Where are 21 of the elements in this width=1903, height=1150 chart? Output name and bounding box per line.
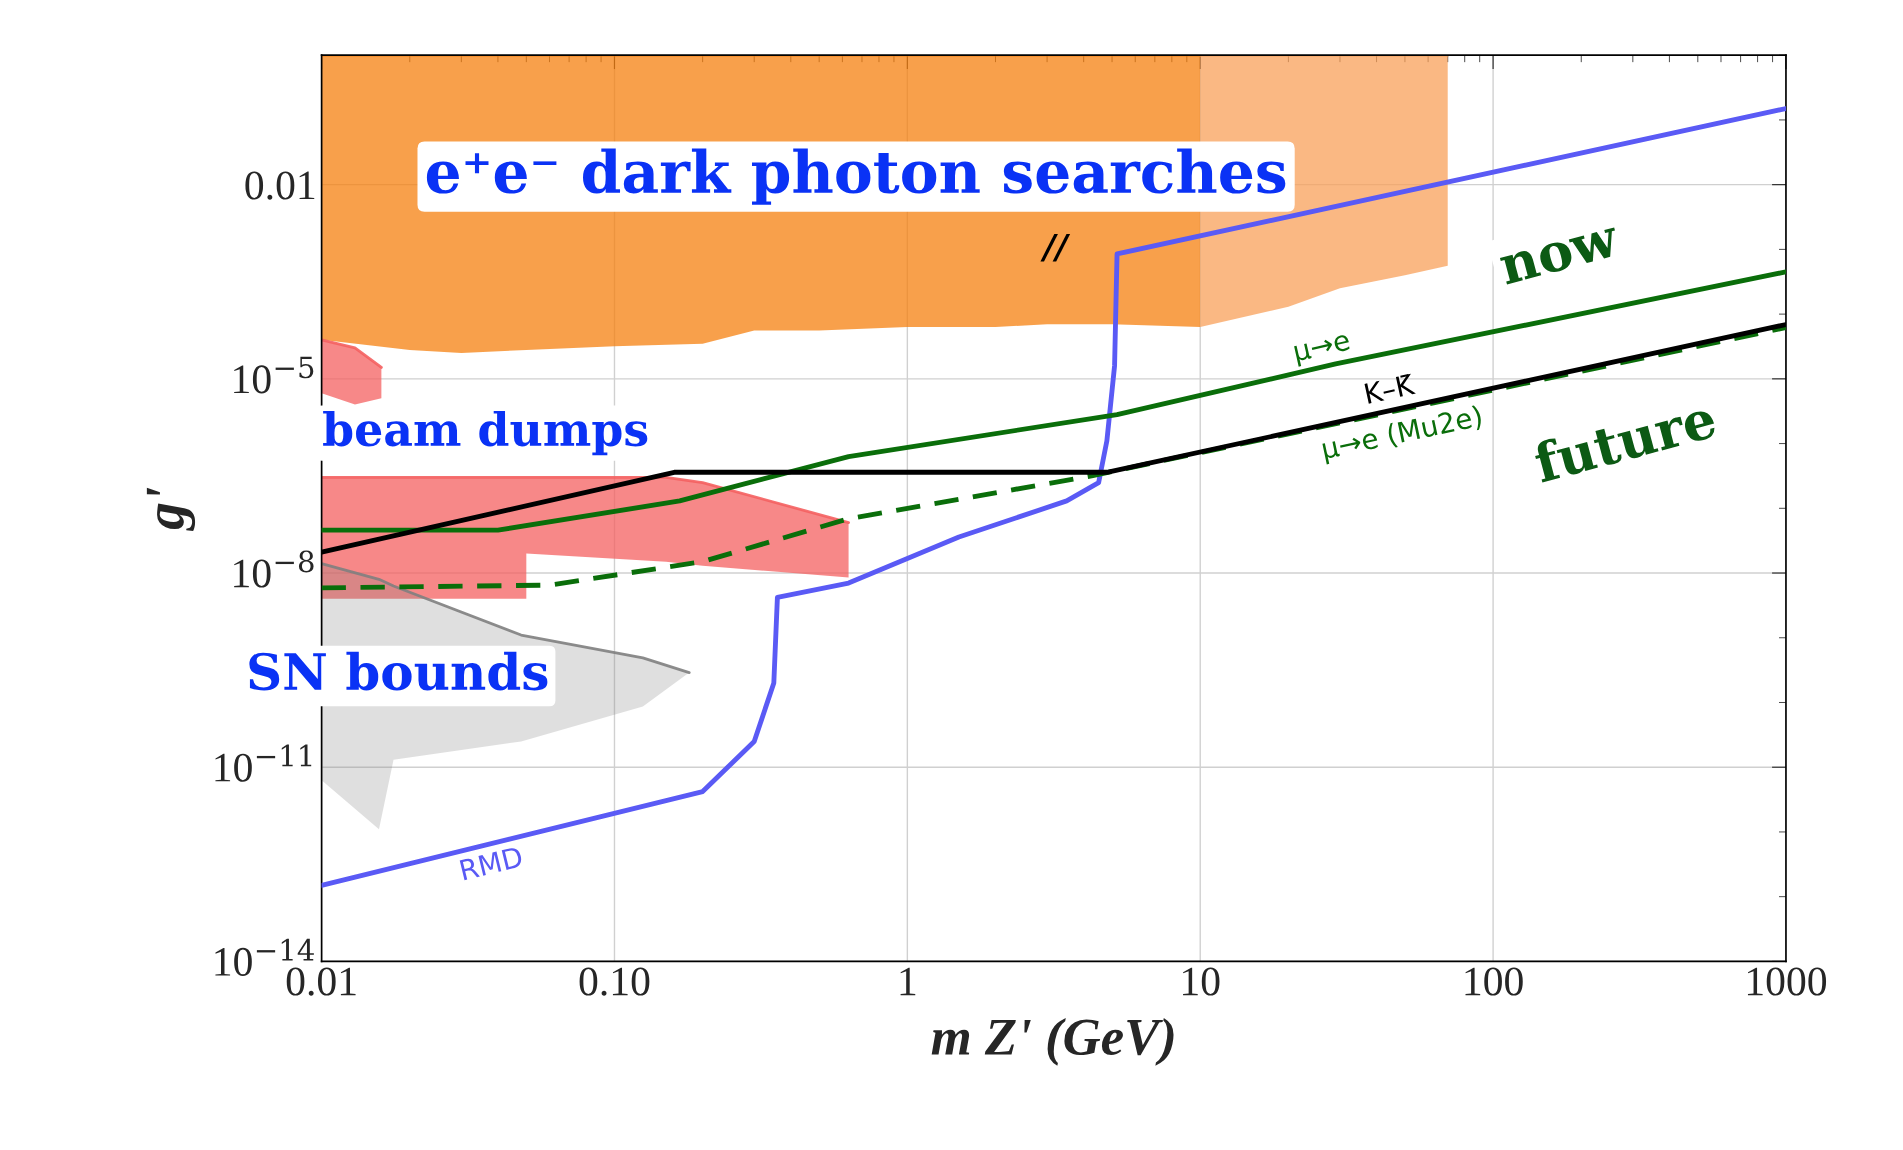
x-axis-title: m Z' (GeV)	[931, 1017, 1174, 1066]
y-tick-label: 10$^{−8}$	[234, 550, 314, 588]
x-tick-label: 10	[1183, 967, 1220, 996]
text: RMD	[459, 846, 524, 881]
annotation: beam dumps	[323, 410, 648, 456]
annotation: //	[1040, 234, 1071, 262]
text: K–K̄	[1364, 373, 1416, 404]
x-tick-label: 100	[1465, 967, 1523, 996]
annotation: now	[1499, 226, 1622, 286]
x-tick-label: 0.10	[579, 967, 650, 996]
y-tick-label: 10$^{−11}$	[215, 744, 312, 782]
y-tick-label: 0.01	[245, 171, 315, 200]
annotation: future	[1531, 396, 1718, 484]
annotation: SN bounds	[249, 651, 548, 691]
text: μ→e	[1294, 333, 1352, 367]
y-tick-label: 10$^{−5}$	[234, 356, 314, 394]
annotation: e⁺e⁻ dark photon searches	[426, 148, 1286, 205]
x-tick-label: 1000	[1747, 967, 1827, 996]
text: μ→e (Mu2e)	[1321, 404, 1484, 465]
x-tick-label: 1	[900, 967, 916, 996]
y-axis-title: g'	[146, 487, 196, 531]
